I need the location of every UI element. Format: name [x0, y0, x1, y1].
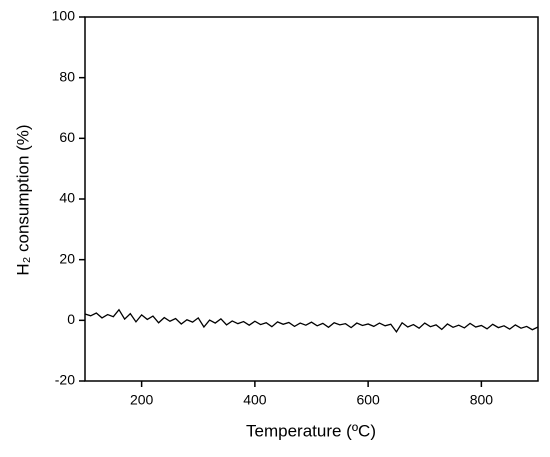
- y-tick-label: 0: [67, 311, 75, 327]
- y-tick-label: 40: [59, 190, 75, 206]
- y-tick-label: 80: [59, 68, 75, 84]
- data-line: [84, 308, 539, 334]
- y-axis-label: H₂ consumption (%): [13, 124, 32, 275]
- x-tick-label: 600: [356, 392, 380, 408]
- x-tick-label: 200: [130, 392, 154, 408]
- x-axis-label: Temperature (ºC): [246, 421, 376, 440]
- plot-frame: [84, 16, 539, 382]
- y-tick-label: 60: [59, 129, 75, 145]
- y-tick-label: -20: [55, 372, 75, 388]
- y-tick-label: 100: [52, 8, 76, 24]
- x-tick-label: 400: [243, 392, 267, 408]
- x-tick-label: 800: [470, 392, 494, 408]
- y-tick-label: 20: [59, 250, 75, 266]
